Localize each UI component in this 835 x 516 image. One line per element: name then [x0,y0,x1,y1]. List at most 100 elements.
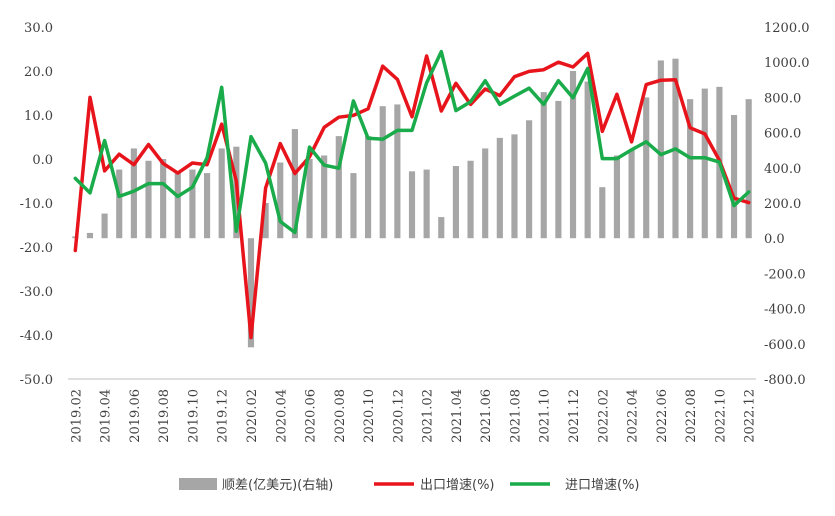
x-tick-label: 2020.10 [362,389,377,443]
right-tick-label: 800.0 [764,91,801,106]
bar-surplus-2021.03 [438,217,445,239]
bar-surplus-2021.11 [555,100,562,239]
x-tick-label: 2019.12 [216,389,231,443]
line-series [73,49,751,340]
bar-surplus-2022.09 [701,88,708,239]
bar-series [72,58,752,348]
bar-surplus-2020.08 [335,136,342,239]
x-tick-label: 2020.04 [274,389,289,443]
x-tick-label: 2019.02 [69,389,84,443]
x-tick-label: 2019.08 [157,389,172,443]
bar-surplus-2019.07 [145,160,152,239]
right-tick-label: 200.0 [764,197,801,212]
bar-surplus-2019.06 [130,148,137,239]
bar-surplus-2019.08 [160,159,167,239]
right-tick-label: 1200.0 [764,21,810,36]
right-tick-label: 600.0 [764,127,801,142]
bar-surplus-2019.04 [101,213,108,239]
bar-surplus-2021.12 [569,71,577,239]
bar-surplus-2021.08 [511,134,518,239]
x-tick-label: 2021.10 [538,389,553,443]
left-tick-label: 10.0 [24,109,53,124]
bar-surplus-2021.06 [482,148,489,239]
bar-surplus-2020.11 [379,106,386,239]
bar-surplus-2019.11 [203,173,211,239]
x-tick-label: 2020.08 [333,389,348,443]
left-tick-label: -30.0 [20,285,53,300]
right-tick-label: -200.0 [764,267,806,282]
bar-surplus-2021.07 [496,137,503,239]
left-tick-label: -50.0 [20,373,53,388]
bar-surplus-2022.05 [643,97,650,239]
x-tick-label: 2022.06 [655,389,670,443]
bar-surplus-2022.12 [745,99,752,239]
bar-surplus-2020.04 [277,162,284,239]
legend-label-surplus: 顺差(亿美元)(右轴) [222,478,333,493]
bar-surplus-2022.01 [584,81,591,239]
export-growth-line [73,51,751,340]
bar-surplus-2019.03 [86,232,94,239]
bar-surplus-2019.05 [116,169,123,239]
right-tick-label: -600.0 [764,338,806,353]
bar-surplus-2022.06 [657,60,664,239]
left-tick-label: 30.0 [24,21,53,36]
x-tick-label: 2022.02 [596,389,611,443]
x-tick-label: 2021.12 [567,389,582,443]
bar-surplus-2021.09 [526,120,533,239]
right-tick-label: -400.0 [764,303,806,318]
right-tick-label: -800.0 [764,373,806,388]
left-tick-label: -40.0 [20,329,53,344]
right-tick-label: 1000.0 [764,56,810,71]
x-tick-label: 2020.12 [391,389,406,443]
left-tick-label: -10.0 [20,197,53,212]
x-tick-label: 2019.06 [128,389,143,443]
x-tick-label: 2022.08 [684,389,699,443]
import-growth-line [73,49,751,235]
x-tick-label: 2022.04 [626,389,641,443]
bar-surplus-2020.05 [291,129,298,239]
bar-surplus-2020.02 [247,238,255,348]
x-tick-label: 2020.02 [245,389,260,443]
bar-surplus-2020.07 [321,155,328,239]
legend: 顺差(亿美元)(右轴) 出口增速(%) 进口增速(%) [179,478,640,493]
x-tick-label: 2019.10 [186,389,201,443]
x-tick-label: 2021.08 [508,389,523,443]
bar-surplus-2019.12 [218,148,225,239]
x-axis-ticks: 2019.02 2019.04 2019.06 2019.08 2019.10 2019.… [69,389,757,443]
right-tick-label: 400.0 [764,162,801,177]
bar-surplus-2019.10 [189,169,196,239]
bar-surplus-2020.09 [350,173,357,239]
x-tick-label: 2021.04 [450,389,465,443]
x-tick-label: 2021.02 [421,389,436,443]
bar-surplus-2022.04 [628,150,635,239]
left-tick-label: 0.0 [32,153,53,168]
x-tick-label: 2020.06 [304,389,319,443]
right-axis-ticks: 1200.0 1000.0 800.0 600.0 400.0 200.0 0.0 -200.… [764,21,810,388]
bar-surplus-2021.02 [423,169,430,239]
bar-surplus-2021.01 [408,171,416,239]
x-tick-label: 2021.06 [479,389,494,443]
x-tick-label: 2022.10 [713,389,728,443]
legend-swatch-surplus [179,478,217,490]
bar-surplus-2020.12 [394,104,401,239]
left-axis-ticks: 30.0 20.0 10.0 0.0 -10.0 -20.0 -30.0 -40.0 -50.0 [20,21,53,388]
bar-surplus-2022.11 [730,115,738,239]
bar-surplus-2021.10 [540,92,547,239]
bar-surplus-2020.10 [365,136,372,239]
bar-surplus-2021.05 [467,160,474,239]
left-tick-label: -20.0 [20,241,53,256]
bar-surplus-2020.03 [262,203,269,239]
right-tick-label: 0.0 [764,232,785,247]
bar-surplus-2022.08 [687,99,694,239]
bar-surplus-2020.06 [306,159,313,239]
x-tick-label: 2022.12 [743,389,758,443]
bar-surplus-2019.09 [174,171,181,239]
bar-surplus-2022.02 [599,187,606,239]
legend-label-export: 出口增速(%) [420,478,495,493]
x-tick-label: 2019.04 [99,389,114,443]
bar-surplus-2022.03 [613,155,621,239]
legend-label-import: 进口增速(%) [565,478,640,493]
left-tick-label: 20.0 [24,65,53,80]
